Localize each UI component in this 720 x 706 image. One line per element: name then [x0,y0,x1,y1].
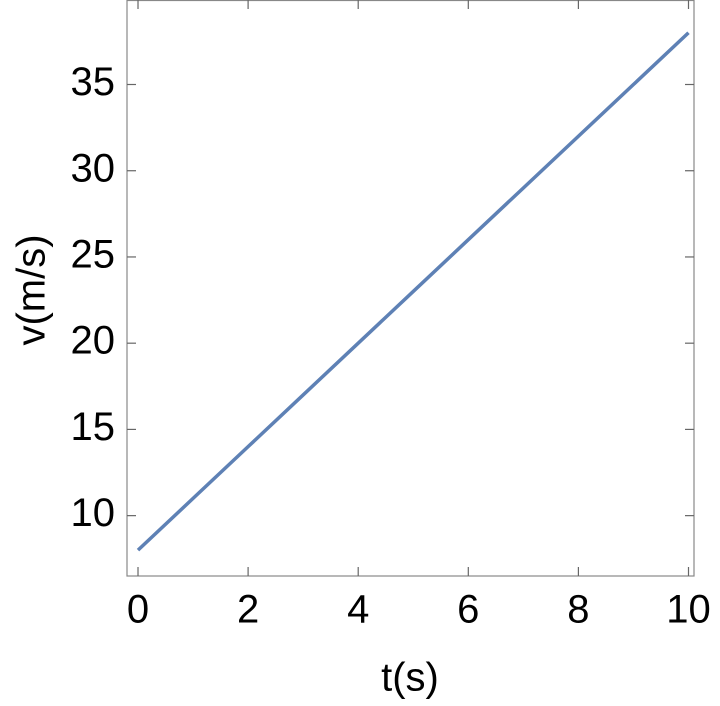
x-tick-label: 10 [666,588,711,632]
x-tick-label: 0 [127,588,149,632]
y-tick-label: 10 [71,491,116,535]
x-tick-label: 2 [237,588,259,632]
line-series [136,31,690,552]
y-tick-label: 15 [71,405,116,449]
y-tick-label: 30 [71,146,116,190]
y-tick-label: 20 [71,319,116,363]
x-axis-label: t(s) [381,656,439,700]
y-tick-label: 25 [71,233,116,277]
y-tick-label: 35 [71,60,116,104]
y-axis-label: v(m/s) [10,234,54,345]
plot-frame [126,0,695,577]
x-tick-label: 8 [567,588,589,632]
x-tick-label: 4 [347,588,369,632]
x-tick-label: 6 [457,588,479,632]
